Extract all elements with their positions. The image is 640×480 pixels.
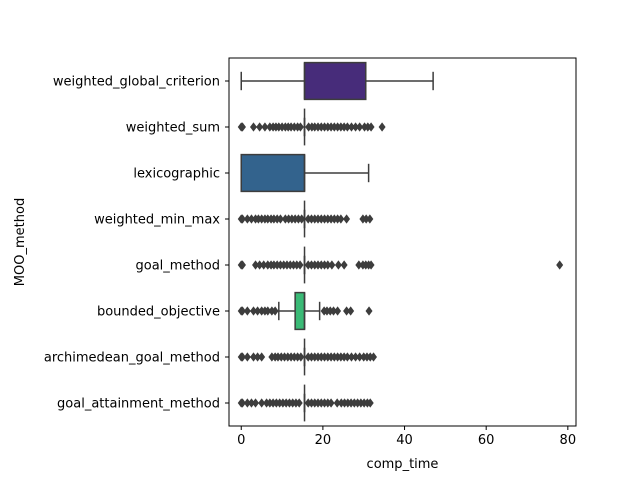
x-tick-label: 60: [478, 433, 495, 448]
y-tick-label: lexicographic: [133, 167, 220, 182]
outlier-point: [337, 214, 345, 224]
outlier-point: [252, 398, 260, 408]
x-tick-label: 0: [237, 433, 245, 448]
outlier-point: [296, 122, 304, 132]
y-axis: weighted_global_criterion weighted_sumlex…: [44, 75, 229, 412]
outlier-point: [238, 306, 246, 316]
x-axis: 0 20 40 60 80: [237, 426, 576, 448]
outlier-point: [334, 306, 342, 316]
outlier-point: [238, 260, 246, 270]
outlier-point: [340, 260, 348, 270]
outlier-point: [298, 214, 306, 224]
outlier-point: [365, 306, 373, 316]
outlier-point: [366, 398, 374, 408]
box: [240, 153, 306, 193]
outlier-point: [370, 352, 378, 362]
outlier-point: [367, 122, 375, 132]
box-group-lexicographic: [240, 153, 370, 193]
y-tick-label: bounded_objective: [97, 305, 220, 320]
outlier-point: [297, 352, 305, 362]
outlier-point: [356, 122, 364, 132]
outlier-point: [296, 260, 304, 270]
outlier-point: [367, 260, 375, 270]
outlier-point: [271, 306, 279, 316]
y-tick-label: goal_method: [136, 259, 221, 274]
y-tick-label: goal_attainment_method: [57, 397, 220, 412]
outlier-point: [256, 122, 264, 132]
y-tick-label: weighted_global_criterion: [53, 75, 220, 90]
outlier-point: [276, 214, 284, 224]
outlier-point: [243, 352, 251, 362]
box-group-goal-attainment-method: [237, 384, 374, 422]
outlier-point: [378, 122, 386, 132]
box-group-weighted-sum: [237, 108, 386, 146]
y-tick-label: archimedean_goal_method: [44, 351, 220, 366]
box-group-bounded-objective: [237, 291, 373, 331]
y-tick-label: weighted_min_max: [94, 213, 220, 228]
outlier-point: [258, 398, 266, 408]
outlier-point: [328, 260, 336, 270]
outlier-point: [334, 260, 342, 270]
box-group-weighted-global-criterion: [240, 61, 434, 101]
box: [294, 291, 306, 331]
box-group-archimedean-goal-method: [237, 338, 378, 376]
outlier-point: [238, 352, 246, 362]
plot-frame: [228, 57, 577, 427]
outlier-point: [243, 306, 251, 316]
x-tick-label: 20: [315, 433, 332, 448]
outlier-point: [261, 122, 269, 132]
box-group-weighted-min-max: [237, 200, 374, 238]
y-axis-label: MOO_method: [13, 198, 28, 286]
outlier-point: [327, 398, 335, 408]
plot-area: [237, 61, 564, 422]
outlier-point: [343, 214, 351, 224]
y-tick-label: weighted_sum: [126, 121, 220, 136]
outlier-point: [366, 214, 374, 224]
outlier-point: [238, 214, 246, 224]
x-tick-label: 40: [396, 433, 413, 448]
x-tick-label: 80: [560, 433, 577, 448]
outlier-point: [249, 122, 257, 132]
box-group-goal-method: [237, 246, 564, 284]
box: [303, 61, 367, 101]
x-axis-label: comp_time: [367, 457, 439, 472]
outlier-point: [238, 122, 246, 132]
outlier-point: [347, 306, 355, 316]
outlier-point: [295, 398, 303, 408]
outlier-point: [556, 260, 564, 270]
outlier-point: [238, 398, 246, 408]
outlier-point: [258, 352, 266, 362]
